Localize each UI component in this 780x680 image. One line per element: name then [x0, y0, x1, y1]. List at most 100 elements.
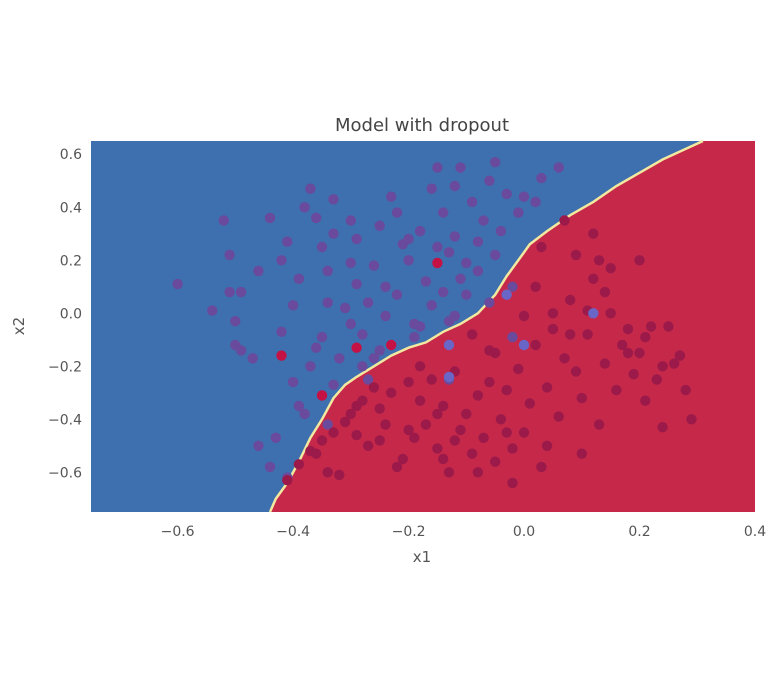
data-point — [461, 408, 472, 420]
data-point — [518, 339, 530, 351]
data-point — [559, 215, 570, 226]
data-point — [507, 443, 518, 454]
data-point — [484, 175, 495, 186]
data-point — [536, 461, 547, 473]
x-tick-label: 0.4 — [744, 524, 766, 540]
data-point — [484, 376, 495, 388]
chart-title: Model with dropout — [335, 115, 509, 136]
data-point — [362, 374, 374, 385]
data-point — [478, 432, 489, 443]
data-point — [316, 241, 328, 253]
data-point — [426, 300, 437, 311]
data-point — [426, 183, 437, 194]
data-point — [276, 326, 287, 337]
data-point — [322, 467, 333, 478]
data-point — [466, 196, 478, 208]
data-point — [530, 339, 541, 351]
data-point — [634, 347, 645, 359]
data-point — [461, 289, 472, 300]
data-point — [224, 249, 235, 261]
data-point — [380, 310, 391, 322]
data-point — [490, 157, 501, 168]
x-axis-ticks: −0.6 −0.4 −0.2 0.0 0.2 0.4 — [161, 524, 767, 540]
data-point — [495, 225, 507, 237]
data-point — [334, 353, 345, 364]
data-point — [414, 321, 426, 332]
data-point — [386, 387, 397, 398]
data-point — [322, 297, 333, 308]
y-tick-label: −0.2 — [48, 359, 82, 375]
data-point — [438, 286, 449, 298]
y-axis-ticks: 0.6 0.4 0.2 0.0 −0.2 −0.4 −0.6 — [48, 147, 82, 481]
data-point — [651, 374, 662, 385]
x-axis-label: x1 — [413, 548, 431, 566]
data-point — [570, 249, 582, 261]
data-point — [426, 374, 437, 385]
data-points — [172, 157, 697, 489]
data-point — [513, 207, 524, 218]
data-point — [287, 376, 299, 388]
data-point — [397, 453, 408, 465]
data-point — [541, 440, 553, 451]
data-point — [345, 215, 356, 226]
data-point — [605, 308, 616, 319]
data-point — [455, 162, 466, 173]
data-point — [328, 379, 339, 390]
data-point — [518, 310, 530, 322]
data-point — [628, 369, 639, 380]
data-point — [403, 424, 414, 436]
data-point — [547, 308, 559, 319]
data-point — [339, 302, 351, 314]
data-point — [311, 448, 322, 459]
data-point — [507, 281, 518, 292]
data-point — [432, 257, 443, 269]
data-point — [311, 342, 322, 353]
data-point — [472, 265, 484, 277]
data-point — [576, 392, 587, 404]
data-point — [253, 440, 264, 451]
data-point — [530, 281, 541, 292]
y-tick-label: 0.6 — [60, 147, 82, 163]
data-point — [547, 323, 559, 335]
data-point — [345, 408, 356, 420]
data-point — [316, 435, 328, 446]
data-point — [351, 429, 362, 441]
data-point — [282, 475, 293, 486]
data-point — [230, 316, 241, 327]
y-tick-label: −0.6 — [48, 465, 82, 481]
data-point — [449, 231, 460, 242]
data-point — [472, 390, 484, 401]
data-point — [299, 202, 310, 213]
data-point — [501, 289, 512, 300]
data-point — [380, 419, 391, 430]
data-point — [640, 395, 651, 406]
data-point — [622, 347, 634, 359]
data-point — [270, 432, 281, 443]
data-point — [443, 371, 455, 383]
data-point — [328, 427, 339, 438]
data-point — [345, 257, 356, 269]
data-point — [455, 424, 466, 436]
data-point — [374, 345, 385, 356]
data-point — [570, 366, 582, 377]
data-point — [357, 329, 368, 340]
data-point — [536, 172, 547, 184]
data-point — [674, 350, 686, 361]
data-point — [276, 350, 287, 361]
data-point — [507, 477, 518, 489]
data-point — [403, 255, 414, 266]
data-point — [443, 247, 455, 258]
x-tick-label: 0.0 — [513, 524, 535, 540]
data-point — [443, 467, 455, 478]
data-point — [368, 353, 380, 364]
data-point — [663, 321, 674, 332]
data-point — [582, 329, 593, 340]
data-point — [409, 432, 420, 443]
plot-area — [91, 139, 755, 513]
data-point — [455, 273, 466, 284]
data-point — [634, 255, 645, 266]
data-point — [645, 321, 657, 332]
data-point — [461, 257, 472, 269]
data-point — [403, 376, 414, 388]
